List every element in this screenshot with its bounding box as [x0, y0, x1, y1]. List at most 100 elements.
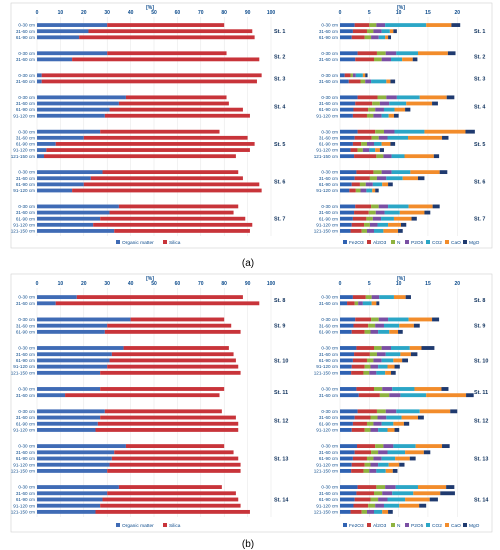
bar-segment-p2o5	[383, 129, 395, 134]
bar-segment-mgo	[411, 216, 417, 221]
depth-label: 0-30 cm	[18, 317, 35, 322]
bar-segment-silica	[100, 503, 241, 508]
legend-b-label-co2: CO2	[432, 523, 442, 529]
legend-label-organic-matter: Organic matter	[122, 240, 154, 246]
bar-segment-cao	[424, 129, 466, 134]
bar-segment-mgo	[393, 29, 397, 34]
bar-segment-n	[354, 301, 359, 306]
bar-segment-co2	[374, 509, 383, 514]
bar-segment-organic-matter	[37, 450, 115, 455]
depth-label: 61-90 cm	[319, 107, 338, 112]
bar-segment-organic-matter	[37, 358, 110, 363]
x-tick-label-a-right: 15	[425, 10, 431, 16]
bar-segment-co2	[376, 370, 386, 375]
bar-segment-cao	[426, 23, 452, 27]
bar-segment-al2o3	[352, 358, 367, 363]
x-tick-label-b-left: 70	[198, 281, 204, 287]
x-tick-label-a-right: 20	[454, 10, 460, 16]
bar-segment-al2o3	[356, 491, 375, 496]
bar-segment-n	[363, 370, 370, 375]
legend-b-right: Fe2O3 Al2O3 N P2O5 CO2 CaO MgO	[343, 523, 480, 529]
legend-swatch-p2o5	[405, 240, 409, 244]
station-label: St. 3	[274, 76, 285, 82]
bar-segment-silica	[107, 468, 241, 473]
bar-segment-organic-matter	[37, 485, 119, 489]
bar-segment-organic-matter	[37, 182, 84, 187]
caption-b: (b)	[242, 539, 254, 550]
legend-swatch-mgo	[463, 240, 467, 244]
bar-segment-fe2o3	[340, 148, 351, 152]
bar-segment-p2o5	[360, 188, 367, 193]
bar-segment-mgo	[399, 462, 405, 467]
station-label: St. 14	[274, 497, 288, 503]
bar-segment-n	[375, 444, 384, 449]
depth-label: 0-30 cm	[18, 444, 35, 449]
bar-segment-fe2o3	[340, 364, 352, 369]
legend-b-swatch-mgo	[463, 523, 467, 527]
bar-segment-mgo	[394, 428, 400, 432]
bar-segment-al2o3	[355, 317, 372, 322]
x-tick-label-a-left: 30	[104, 10, 110, 16]
bar-segment-silica	[118, 204, 239, 209]
bar-segment-cao	[406, 101, 433, 106]
x-tick-label-b-left: 20	[81, 281, 87, 287]
bar-segment-n	[370, 497, 379, 502]
bar-segment-n	[368, 107, 376, 112]
bar-segment-p2o5	[366, 142, 375, 146]
depth-label: 61-90 cm	[16, 35, 35, 40]
bar-segment-al2o3	[356, 387, 375, 391]
bar-segment-silica	[79, 35, 255, 40]
depth-label: 0-30 cm	[321, 204, 338, 209]
bar-segment-al2o3	[354, 497, 371, 502]
bar-segment-n	[376, 51, 386, 56]
depth-label: 91-120 cm	[13, 428, 35, 433]
bar-segment-mgo	[441, 387, 449, 391]
bar-segment-n	[364, 329, 371, 334]
bar-segment-co2	[389, 101, 407, 106]
bar-segment-n	[366, 421, 374, 426]
x-tick-label-a-left: 20	[81, 10, 87, 16]
x-tick-label-b-left: 80	[221, 281, 227, 287]
bar-segment-p2o5	[383, 154, 392, 159]
bar-segment-fe2o3	[340, 73, 345, 78]
station-label: St. 1	[274, 29, 285, 35]
bar-segment-al2o3	[350, 229, 362, 233]
depth-label: 121-150 cm	[11, 509, 35, 514]
bar-segment-organic-matter	[37, 364, 108, 369]
legend-swatch-fe2o3	[343, 240, 347, 244]
station-label: St. 5	[274, 142, 285, 148]
depth-label: 0-30 cm	[321, 95, 338, 100]
bar-segment-mgo	[429, 497, 438, 502]
depth-label: 0-30 cm	[321, 387, 338, 392]
bar-segment-organic-matter	[37, 415, 101, 420]
bar-segment-co2	[387, 450, 406, 455]
bar-segment-al2o3	[356, 170, 374, 175]
bar-segment-cao	[399, 323, 414, 328]
x-tick-label-b-left: 100	[267, 281, 276, 287]
bar-segment-n	[350, 73, 353, 78]
legend-b-label-mgo: MgO	[469, 523, 480, 529]
legend-a-right: Fe2O3 Al2O3 N P2O5 CO2 CaO MgO	[343, 240, 480, 246]
bar-segment-n	[371, 450, 379, 455]
bar-segment-fe2o3	[340, 462, 352, 467]
panel-a-frame	[10, 2, 493, 249]
bar-segment-organic-matter	[37, 428, 96, 432]
bar-segment-co2	[384, 210, 400, 215]
bar-segment-mgo	[446, 95, 455, 100]
bar-segment-silica	[100, 415, 236, 420]
bar-segment-al2o3	[353, 323, 369, 328]
bar-segment-p2o5	[386, 95, 397, 100]
bar-segment-n	[361, 509, 367, 514]
bar-segment-p2o5	[389, 393, 401, 398]
legend-b-label-fe2o3: Fe2O3	[349, 523, 364, 529]
bar-segment-p2o5	[366, 229, 375, 233]
bar-segment-fe2o3	[340, 323, 354, 328]
depth-label: 61-90 cm	[16, 421, 35, 426]
depth-label: 91-120 cm	[316, 428, 338, 433]
bar-segment-al2o3	[355, 101, 373, 106]
depth-label: 0-30 cm	[321, 346, 338, 351]
bar-segment-p2o5	[381, 57, 392, 62]
